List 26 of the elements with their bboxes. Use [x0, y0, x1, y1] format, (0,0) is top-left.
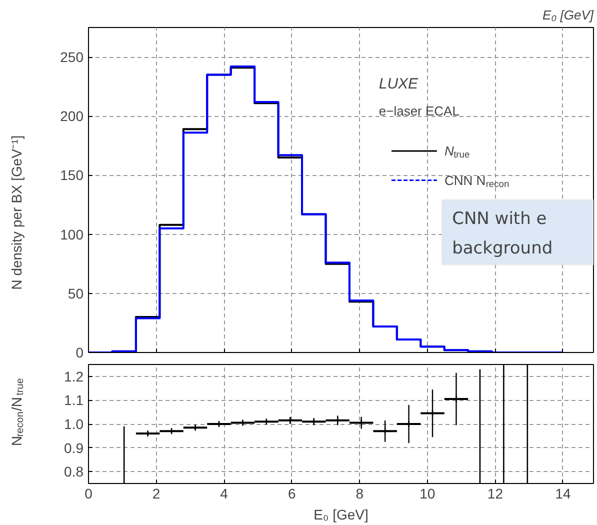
- y-tick-label: 1.1: [64, 392, 84, 408]
- y-tick-label: 0.8: [64, 464, 84, 480]
- x-tick-label: 6: [288, 486, 296, 502]
- y-axis-title: N density per BX [GeV⁻¹]: [8, 135, 24, 290]
- y-tick-label: 0.9: [64, 440, 84, 456]
- x-tick-label: 12: [487, 486, 504, 502]
- y-tick-label: 1.2: [64, 368, 84, 384]
- x-tick-label: 8: [356, 486, 364, 502]
- annotation: LUXE: [378, 76, 420, 92]
- y-tick-label: 200: [60, 108, 84, 124]
- annotation: background: [452, 238, 553, 258]
- x-tick-label: 2: [152, 486, 160, 502]
- y-tick-label: 50: [68, 285, 84, 302]
- y-tick-label: 250: [60, 49, 84, 66]
- chart-title: E₀ [GeV]: [542, 8, 594, 22]
- x-tick-label: 10: [420, 486, 436, 502]
- y-axis-title: Nrecon/Ntrue: [8, 378, 26, 446]
- y-tick-label: 1.0: [64, 416, 84, 432]
- annotation: e−laser ECAL: [378, 104, 460, 118]
- y-tick-label: 0: [76, 344, 84, 360]
- x-tick-label: 14: [555, 486, 571, 502]
- y-tick-label: 150: [60, 167, 84, 184]
- x-axis-title: E₀ [GeV]: [314, 506, 368, 522]
- x-tick-label: 4: [220, 486, 228, 502]
- annotation: CNN with e: [452, 209, 547, 229]
- y-tick-label: 100: [60, 226, 84, 242]
